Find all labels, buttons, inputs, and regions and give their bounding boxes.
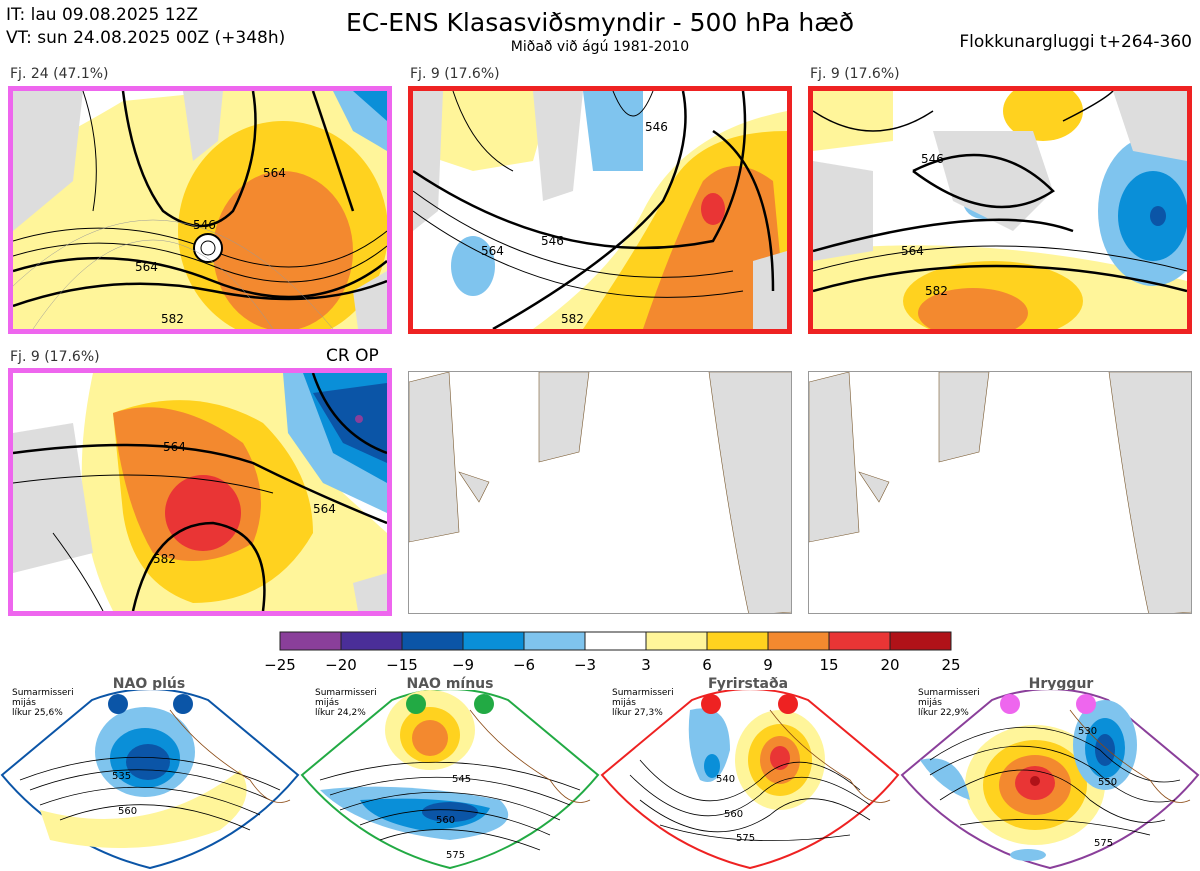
header-info: IT: lau 09.08.2025 12Z VT: sun 24.08.202…	[6, 4, 285, 50]
regime-1-name: NAO plús	[112, 676, 186, 692]
colorbar-swatch	[462, 631, 525, 651]
colorbar-tick-label: 6	[702, 656, 712, 674]
panel-2-contour-label: 546	[541, 234, 564, 248]
cluster-map-1[interactable]: 546 564 564 582	[8, 86, 392, 334]
regime-1-info: Sumarmisseri mijás líkur 25,6%	[12, 688, 74, 718]
panel-4-contour-label: 582	[153, 552, 176, 566]
regime-1-contour-label: 560	[118, 806, 137, 817]
regime-3-info: Sumarmisseri mijás líkur 27,3%	[612, 688, 674, 718]
valid-time: VT: sun 24.08.2025 00Z (+348h)	[6, 28, 286, 48]
regime-2-contour-label: 575	[446, 850, 465, 861]
regime-4-info: Sumarmisseri mijás líkur 22,9%	[918, 688, 980, 718]
empty-map-6-plot	[809, 372, 1191, 613]
regime-2-contour-label: 545	[452, 774, 471, 785]
colorbar-tick-label: 20	[880, 656, 899, 674]
colorbar-tick-label: 3	[641, 656, 651, 674]
panel-4-contour-label: 564	[313, 502, 336, 516]
page-title: EC-ENS Klasasviðsmyndir - 500 hPa hæð	[345, 8, 855, 37]
colorbar-swatch	[645, 631, 708, 651]
cluster-map-2-plot: 546 546 564 582	[413, 91, 787, 329]
empty-map-5	[408, 371, 792, 614]
panel-2-label: Fj. 9 (17.6%)	[410, 66, 500, 82]
colorbar-swatch	[706, 631, 769, 651]
cluster-map-4-plot: 564 564 582	[13, 373, 387, 611]
panel-2-contour-label: 582	[561, 312, 584, 326]
panel-1-contour-label: 564	[135, 260, 158, 274]
colorbar-swatch	[523, 631, 586, 651]
regime-1-contour-label: 535	[112, 771, 131, 782]
colorbar-swatch	[401, 631, 464, 651]
regime-2-name: NAO mínus	[406, 676, 494, 692]
cluster-map-3-plot: 546 564 582	[813, 91, 1187, 329]
panel-3-contour-label: 564	[901, 244, 924, 258]
cluster-map-1-plot: 546 564 564 582	[13, 91, 387, 329]
panel-3-label: Fj. 9 (17.6%)	[810, 66, 900, 82]
regime-map-ridge: 530 550 575	[900, 690, 1200, 870]
init-time: IT: lau 09.08.2025 12Z	[6, 5, 198, 25]
regime-3-contour-label: 575	[736, 833, 755, 844]
regime-4-contour-label: 550	[1098, 777, 1117, 788]
colorbar-swatch	[828, 631, 891, 651]
colorbar-swatch	[584, 631, 647, 651]
regime-map-nao-plus: 535 560	[0, 690, 300, 870]
cluster-map-3[interactable]: 546 564 582	[808, 86, 1192, 334]
regime-map-nao-minus: 545 560 575	[300, 690, 600, 870]
colorbar-tick-label: −25	[264, 656, 296, 674]
regime-4-contour-label: 575	[1094, 838, 1113, 849]
panel-4-contour-label: 564	[163, 440, 186, 454]
regime-4-name: Hryggur	[1028, 676, 1094, 692]
panel-1-label: Fj. 24 (47.1%)	[10, 66, 109, 82]
colorbar-swatch	[767, 631, 830, 651]
operational-tag: CR OP	[326, 346, 379, 366]
panel-1-contour-label: 564	[263, 166, 286, 180]
colorbar-tick-label: −20	[325, 656, 357, 674]
cluster-map-4[interactable]: 564 564 582	[8, 368, 392, 616]
regime-3-contour-label: 560	[724, 809, 743, 820]
empty-map-5-plot	[409, 372, 791, 613]
panel-3-contour-label: 582	[925, 284, 948, 298]
empty-map-6	[808, 371, 1192, 614]
cluster-map-2[interactable]: 546 546 564 582	[408, 86, 792, 334]
colorbar-swatch	[889, 631, 952, 651]
page-subtitle: Miðað við ágú 1981-2010	[510, 39, 690, 55]
colorbar-tick-label: 25	[941, 656, 960, 674]
panel-3-contour-label: 546	[921, 152, 944, 166]
panel-1-contour-label: 582	[161, 312, 184, 326]
colorbar-tick-label: −6	[513, 656, 535, 674]
colorbar-tick-label: −3	[574, 656, 596, 674]
panel-4-label: Fj. 9 (17.6%)	[10, 349, 100, 365]
colorbar-tick-label: 9	[763, 656, 773, 674]
regime-3-name: Fyrirstaða	[707, 676, 789, 692]
classification-window: Flokkunargluggi t+264-360	[959, 32, 1192, 52]
regime-4-contour-label: 530	[1078, 726, 1097, 737]
colorbar-tick-label: −9	[452, 656, 474, 674]
colorbar-tick-label: 15	[819, 656, 838, 674]
colorbar: −25 −20 −15 −9 −6 −3 3 6 9 15 20 25	[264, 631, 960, 674]
panel-2-contour-label: 546	[645, 120, 668, 134]
regime-3-contour-label: 540	[716, 774, 735, 785]
panel-2-contour-label: 564	[481, 244, 504, 258]
regime-2-contour-label: 560	[436, 815, 455, 826]
panel-1-contour-label: 546	[193, 218, 216, 232]
regime-2-info: Sumarmisseri mijás líkur 24,2%	[315, 688, 377, 718]
regime-map-blocking: 540 560 575	[600, 690, 900, 870]
colorbar-swatch	[279, 631, 342, 651]
colorbar-tick-label: −15	[386, 656, 418, 674]
colorbar-swatch	[340, 631, 403, 651]
